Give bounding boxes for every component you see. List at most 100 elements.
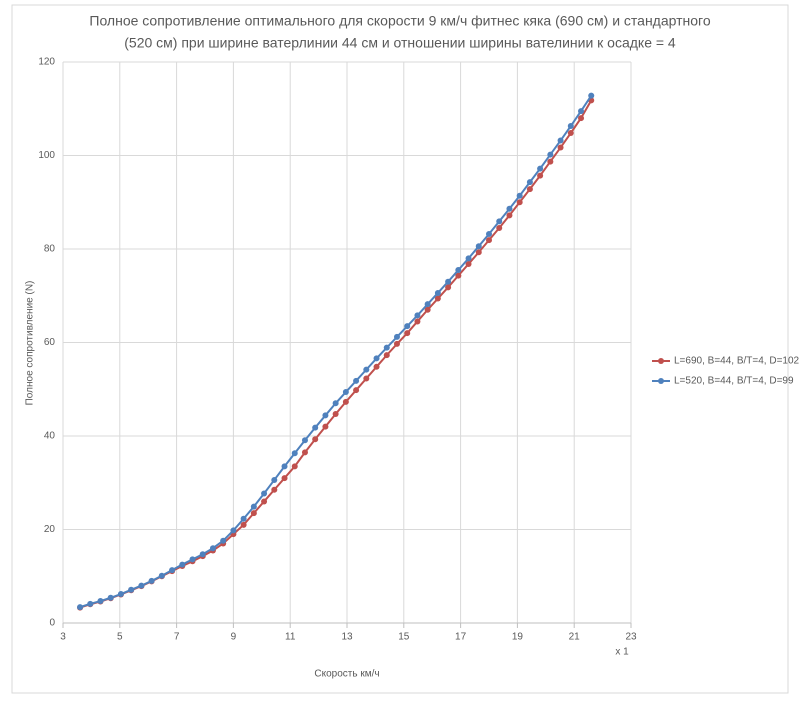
x-tick-label: 13 [341,632,353,643]
data-point [516,192,523,199]
data-point [465,255,472,262]
chart-title: Полное сопротивление оптимального для ск… [89,13,710,29]
data-point [424,306,431,313]
data-point [547,158,554,165]
data-point [506,212,513,219]
y-tick-label: 40 [44,431,56,442]
legend-marker [658,378,664,384]
x-axis-label: Скорость км/ч [314,669,379,680]
data-point [465,260,472,267]
data-point [496,224,503,231]
data-point [301,449,308,456]
data-point [250,503,257,510]
data-point [322,412,329,419]
data-point [332,411,339,418]
data-point [516,199,523,206]
data-point [557,144,564,151]
data-point [97,598,104,605]
data-point [240,521,247,528]
y-axis-label: Полное сопротивление (N) [25,281,36,406]
data-point [486,237,492,244]
x-tick-label: 11 [285,632,296,643]
y-tick-label: 60 [44,337,56,348]
x-tick-label: 3 [60,632,66,643]
data-point [567,130,574,137]
data-point [526,186,533,193]
data-point [537,172,544,179]
data-point [496,218,503,225]
y-tick-label: 120 [38,57,55,68]
data-point [169,567,176,574]
data-point [353,377,360,384]
data-point [353,387,360,394]
data-point [445,278,452,285]
data-point [77,604,84,611]
x-tick-label: 23 [625,632,637,643]
data-point [332,400,339,407]
data-point [281,463,288,470]
data-point [434,295,441,302]
data-point [455,267,462,274]
data-point [250,510,257,517]
data-point [240,515,247,522]
data-point [557,137,564,144]
data-point [312,424,319,431]
data-point [107,594,114,601]
data-point [578,115,585,122]
data-point [404,330,411,337]
data-point [537,165,544,172]
data-point [383,352,390,359]
y-tick-label: 100 [38,150,55,161]
data-point [261,498,268,505]
x-unit-note: x 1 [615,647,629,658]
legend-label: L=520, B=44, B/T=4, D=99 [674,376,794,387]
data-point [261,490,268,497]
data-point [148,577,155,584]
data-point [209,545,216,552]
data-point [87,600,94,607]
series-line [79,99,593,609]
data-point [414,318,421,325]
series-line [79,95,593,609]
chart-title: (520 см) при ширине ватерлинии 44 см и о… [124,35,676,51]
data-point [271,486,278,493]
data-point [158,572,165,579]
data-point [424,301,431,308]
data-point [393,333,400,340]
data-point [567,123,574,130]
data-point [230,527,237,534]
data-point [281,475,288,482]
data-point [526,179,533,186]
data-point [301,437,308,444]
data-point [363,375,370,382]
data-point [291,463,298,470]
data-point [138,582,145,589]
legend-label: L=690, B=44, B/T=4, D=102 [674,356,800,367]
data-point [475,243,482,250]
data-point [506,205,513,212]
x-tick-label: 5 [117,632,123,643]
data-point [404,323,411,330]
data-point [434,289,441,296]
data-point [291,450,298,457]
data-point [588,92,595,99]
data-point [179,561,186,568]
data-point [475,249,482,256]
data-point [373,363,380,370]
data-point [486,231,492,238]
data-point [322,423,329,430]
data-point [342,389,349,396]
data-point [117,591,124,598]
x-tick-label: 19 [512,632,524,643]
data-point [128,586,135,593]
data-point [414,312,421,319]
data-point [393,340,400,347]
legend-marker [658,358,664,364]
x-tick-label: 17 [455,632,467,643]
data-point [383,344,390,351]
data-point [271,476,278,483]
x-tick-label: 21 [569,632,581,643]
x-tick-label: 9 [231,632,237,643]
data-point [578,108,585,115]
